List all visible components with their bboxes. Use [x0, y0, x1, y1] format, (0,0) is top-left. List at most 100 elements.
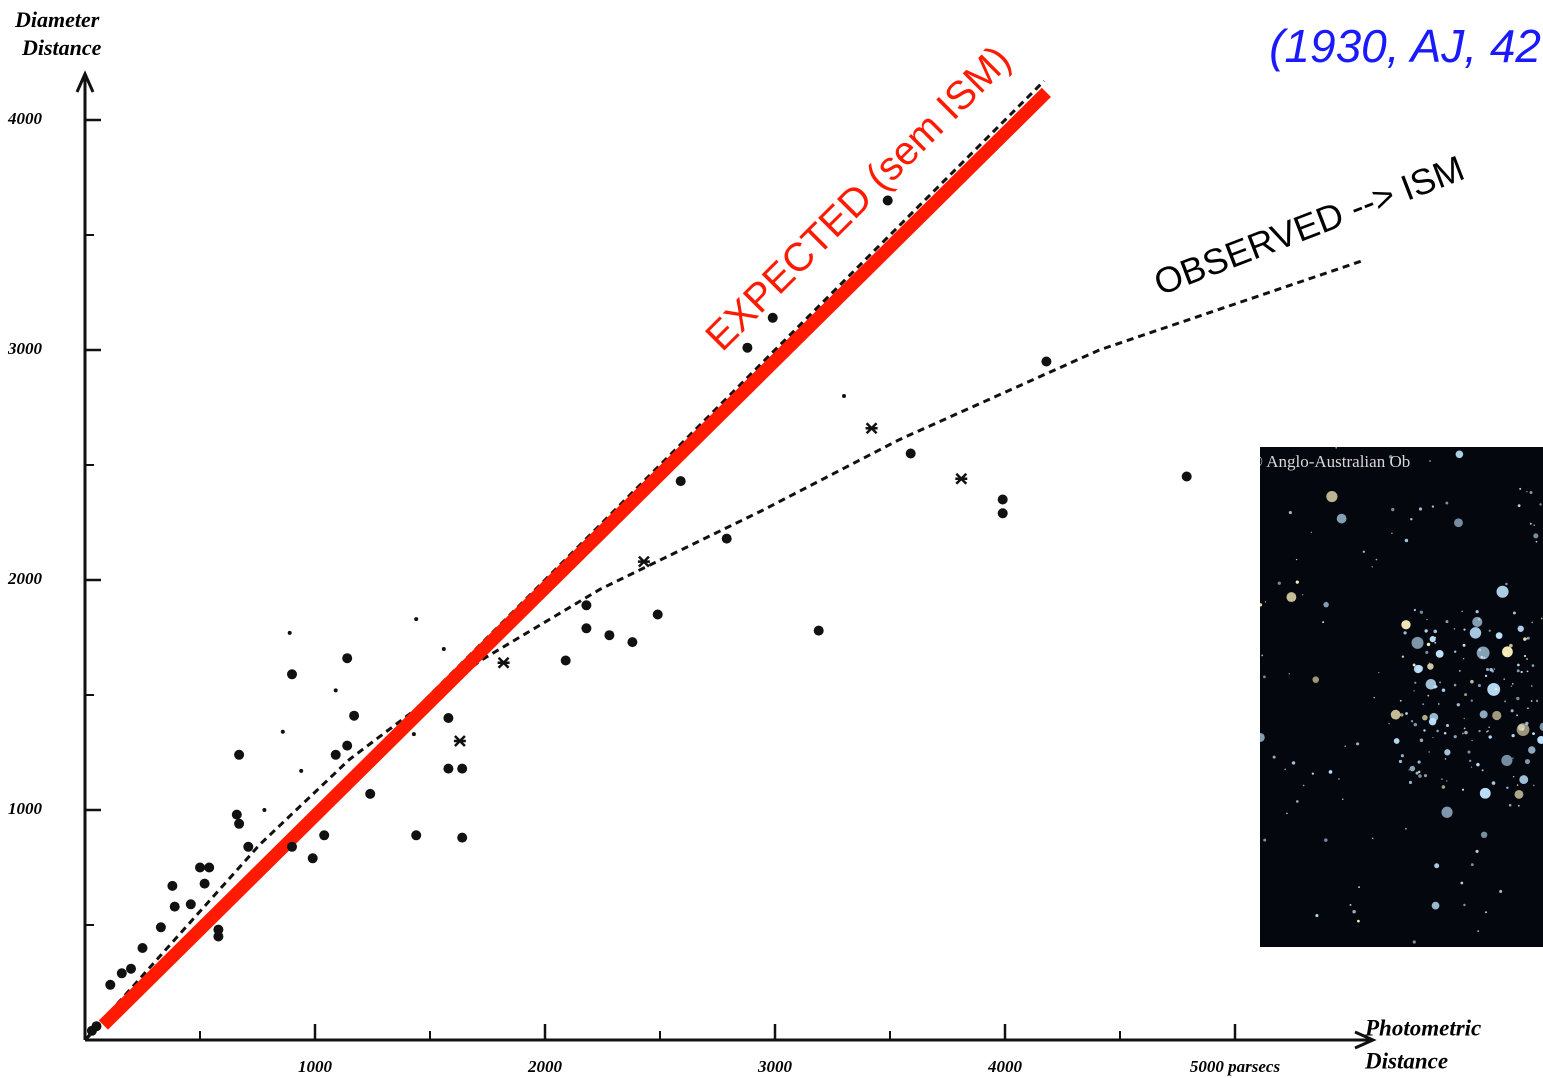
star: [1464, 693, 1468, 697]
star: [1312, 676, 1319, 683]
star: [1511, 733, 1515, 738]
star: [1399, 699, 1402, 702]
y-axis-label: Diameter: [14, 7, 100, 32]
star: [1412, 663, 1416, 667]
star: [1326, 490, 1338, 503]
star: [1434, 636, 1437, 639]
inset-background: [1260, 447, 1543, 947]
star: [1477, 683, 1481, 688]
star: [1302, 594, 1304, 596]
star: [1516, 784, 1519, 786]
star: [1463, 903, 1466, 907]
star: [1516, 714, 1518, 717]
star: [1484, 674, 1488, 678]
star: [1324, 838, 1328, 842]
x-tick-label: 1000: [298, 1057, 333, 1076]
star: [1373, 696, 1376, 699]
dot-point: [675, 476, 686, 487]
star: [1436, 729, 1439, 733]
star: [1412, 940, 1416, 944]
star: [1286, 592, 1297, 603]
dot-point: [721, 533, 732, 544]
star: [1510, 685, 1513, 687]
star: [1410, 518, 1413, 521]
star: [1467, 750, 1471, 754]
star: [1475, 610, 1479, 614]
star: [1461, 610, 1463, 612]
dot-point: [342, 653, 353, 664]
star: [1523, 637, 1527, 641]
dot-point: [1181, 471, 1192, 482]
star: [1439, 652, 1441, 655]
star: [1391, 532, 1393, 535]
star: [1423, 729, 1426, 732]
star: [1277, 581, 1281, 585]
star: [1512, 611, 1516, 615]
star: [1434, 641, 1437, 644]
y-axis-arrow: [75, 70, 95, 93]
dot-point: [287, 669, 297, 680]
star: [1388, 722, 1390, 725]
dot-point: [627, 637, 638, 648]
dot-point: [581, 600, 592, 611]
star: [1284, 768, 1286, 771]
annotation: EXPECTED (sem ISM): [697, 37, 1019, 359]
dot-point: [333, 688, 338, 693]
star: [1413, 690, 1415, 692]
star: [1418, 774, 1422, 778]
star: [1263, 675, 1266, 679]
star: [1349, 903, 1352, 906]
dot-point: [319, 830, 330, 841]
dot-point: [1041, 356, 1052, 367]
star: [1446, 780, 1448, 782]
star: [1496, 585, 1509, 598]
star: [1272, 755, 1276, 759]
star: [1429, 460, 1431, 462]
star: [1437, 703, 1440, 705]
inset-stars: [1260, 447, 1543, 944]
dot-point: [349, 710, 360, 721]
cross-point: [453, 735, 466, 747]
star: [1453, 735, 1457, 739]
dot-point: [185, 899, 196, 910]
star: [1532, 732, 1535, 736]
star: [1288, 510, 1292, 515]
star: [1426, 618, 1428, 621]
star: [1398, 759, 1403, 764]
star: [1463, 717, 1465, 720]
dot-point: [882, 195, 893, 206]
star: [1432, 736, 1434, 739]
dot-point: [604, 630, 615, 641]
star: [1462, 732, 1464, 735]
dot-point: [307, 853, 318, 864]
dot-point: [287, 630, 292, 635]
star: [1527, 707, 1529, 710]
dot-point: [411, 732, 416, 737]
star: [1533, 524, 1535, 527]
star: [1390, 709, 1401, 720]
star: [1535, 540, 1538, 543]
dot-point: [905, 448, 916, 459]
star: [1454, 518, 1463, 528]
inset-photo: © Anglo-Australian Ob: [1260, 447, 1543, 947]
star: [1479, 710, 1488, 719]
y-tick-label: 4000: [7, 109, 43, 128]
star: [1358, 886, 1360, 889]
star: [1425, 678, 1437, 690]
star: [1295, 800, 1299, 803]
star: [1511, 683, 1514, 685]
star: [1488, 629, 1491, 632]
dot-point: [299, 768, 304, 773]
dot-point: [126, 963, 136, 974]
star: [1341, 798, 1344, 800]
star: [1357, 919, 1360, 923]
star: [1487, 682, 1501, 696]
dot-point: [330, 749, 341, 760]
star: [1413, 608, 1417, 612]
star: [1261, 654, 1264, 657]
star: [1520, 670, 1523, 674]
star: [1512, 757, 1514, 759]
star: [1472, 616, 1483, 628]
dot-point: [441, 647, 446, 651]
star: [1401, 620, 1411, 630]
